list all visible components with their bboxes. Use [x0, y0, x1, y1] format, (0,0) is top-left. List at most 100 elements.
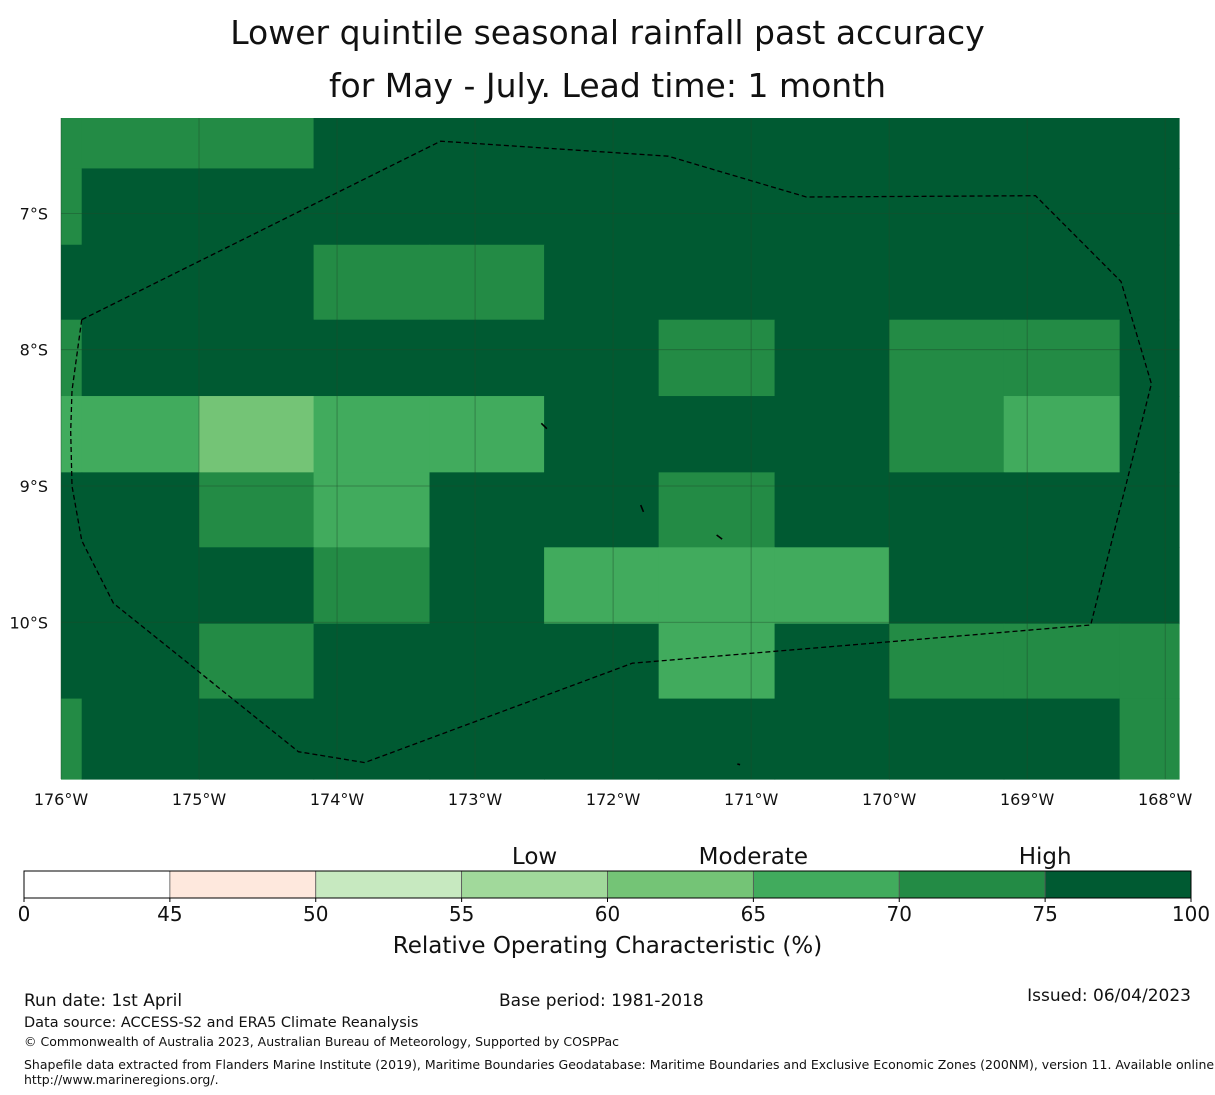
map-cell [81, 547, 200, 625]
longitude-tick-label: 173°W [448, 790, 503, 809]
chart-title-line-1: Lower quintile seasonal rainfall past ac… [230, 13, 985, 52]
map-cell [658, 698, 776, 780]
longitude-tick-label: 169°W [1000, 790, 1055, 809]
map-cell [429, 472, 545, 548]
colorbar: 0 45 50 55 60 65 70 75 100 Low Moderate High Relat… [18, 844, 1210, 959]
map-cell [889, 396, 1005, 473]
colorbar-tick-label: 55 [449, 902, 474, 926]
map-cell [61, 118, 83, 170]
longitude-tick-label: 174°W [310, 790, 365, 809]
map-cell [429, 168, 545, 246]
map-cell [889, 118, 1005, 170]
map-cell [199, 319, 315, 397]
issued-date: Issued: 06/04/2023 [1027, 986, 1191, 1006]
map-cell [544, 623, 660, 700]
island-outline [737, 763, 741, 766]
chart-title: Lower quintile seasonal rainfall past ac… [0, 6, 1215, 113]
colorbar-tick-label: 65 [741, 902, 766, 926]
map-cell [889, 623, 1005, 700]
map-cell [544, 547, 660, 625]
map-cell [658, 623, 776, 700]
map-cells [61, 118, 1180, 780]
colorbar-category-labels: Low Moderate High [512, 844, 1072, 870]
map-cell [889, 168, 1005, 246]
colorbar-segment [169, 870, 317, 899]
map-cell [774, 623, 890, 700]
colorbar-tick-label: 70 [887, 902, 912, 926]
longitude-tick-label: 172°W [586, 790, 641, 809]
chart-title-line-2: for May - July. Lead time: 1 month [328, 66, 887, 106]
colorbar-tick-label: 100 [1172, 902, 1210, 926]
map-cell [1119, 396, 1180, 473]
map-cell [1119, 319, 1180, 397]
map-cell [658, 118, 776, 170]
map-cell [199, 396, 315, 473]
colorbar-tick-label: 0 [18, 902, 31, 926]
map-cell [1003, 118, 1121, 170]
colorbar-segment [607, 870, 754, 899]
latitude-tick-labels: 7°S 8°S 9°S 10°S [9, 204, 48, 632]
shapefile-credit-line-1: Shapefile data extracted from Flanders M… [24, 1057, 1215, 1072]
map-cell [1119, 118, 1180, 170]
colorbar-tick-label: 45 [157, 902, 182, 926]
map-cell [81, 244, 200, 321]
map-cell [81, 319, 200, 397]
map-cell [544, 698, 660, 780]
colorbar-category-label: Moderate [699, 844, 808, 870]
map-cell [1003, 168, 1121, 246]
map-cell [774, 547, 890, 625]
map-cell [313, 472, 431, 548]
colorbar-tick-label: 50 [303, 902, 328, 926]
map-cell [774, 319, 890, 397]
island-outline [540, 422, 548, 430]
colorbar-segment [315, 870, 463, 899]
map-cell [544, 319, 660, 397]
map-cell [1003, 472, 1121, 548]
map-cell [658, 472, 776, 548]
map-cell [199, 547, 315, 625]
map-cell [889, 244, 1005, 321]
map-cell [313, 319, 431, 397]
map-cell [61, 396, 83, 473]
map-cell [81, 698, 200, 780]
map-cell [774, 168, 890, 246]
latitude-tick-label: 10°S [9, 613, 48, 632]
latitude-tick-label: 8°S [20, 341, 48, 360]
map-cell [1003, 319, 1121, 397]
islands [540, 422, 741, 766]
longitude-tick-label: 170°W [862, 790, 917, 809]
base-period: Base period: 1981-2018 [499, 991, 704, 1011]
map-cell [1003, 698, 1121, 780]
map-cell [1119, 168, 1180, 246]
map-cell [81, 472, 200, 548]
colorbar-category-label: High [1019, 844, 1072, 870]
colorbar-segment [461, 870, 608, 899]
latitude-tick-label: 9°S [20, 477, 48, 496]
map-cell [429, 698, 545, 780]
map-cell [1119, 698, 1180, 780]
map-cell [544, 472, 660, 548]
colorbar-segment [1044, 870, 1192, 899]
map-cell [658, 168, 776, 246]
map-cell [313, 547, 431, 625]
map-cell [1119, 547, 1180, 625]
longitude-tick-label: 175°W [172, 790, 227, 809]
map-cell [199, 244, 315, 321]
map-cell [61, 319, 83, 397]
colorbar-segments [23, 870, 1192, 899]
map-cell [1003, 244, 1121, 321]
island-outline [716, 534, 723, 540]
map-cell [544, 244, 660, 321]
map-cell [889, 698, 1005, 780]
map-cell [81, 396, 200, 473]
map-cell [313, 168, 431, 246]
map-cell [61, 472, 83, 548]
run-date: Run date: 1st April [24, 991, 183, 1011]
map-cell [1003, 547, 1121, 625]
map-cell [313, 118, 431, 170]
map-cell [1119, 244, 1180, 321]
map-cell [429, 623, 545, 700]
colorbar-title: Relative Operating Characteristic (%) [393, 933, 822, 959]
map-cell [774, 396, 890, 473]
map-cell [658, 547, 776, 625]
